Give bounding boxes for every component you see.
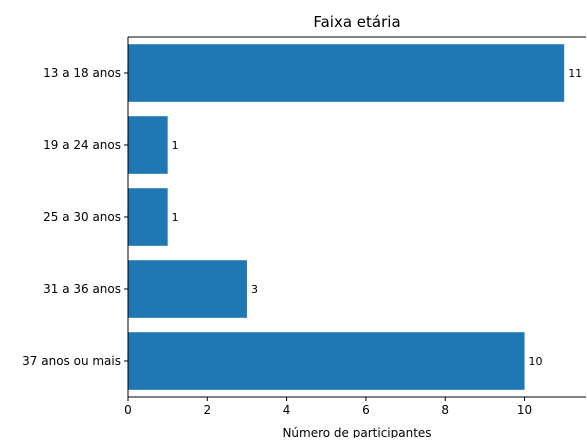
data-label: 11 xyxy=(568,67,582,80)
bar xyxy=(128,332,525,390)
x-tick-label: 10 xyxy=(517,403,532,417)
bar xyxy=(128,116,168,174)
chart-title: Faixa etária xyxy=(313,13,400,31)
y-tick-label: 25 a 30 anos xyxy=(43,210,121,224)
y-tick-label: 19 a 24 anos xyxy=(43,138,121,152)
axes-frame xyxy=(127,36,586,398)
y-tick-labels: 13 a 18 anos 19 a 24 anos 25 a 30 anos 31 a… xyxy=(22,66,128,368)
x-ticks: 0 2 4 6 8 10 xyxy=(124,397,532,417)
data-label: 1 xyxy=(172,139,179,152)
x-tick-label: 2 xyxy=(203,403,211,417)
y-tick-label: 13 a 18 anos xyxy=(43,66,121,80)
x-tick-label: 8 xyxy=(441,403,449,417)
data-label: 3 xyxy=(251,283,258,296)
y-tick-label: 37 anos ou mais xyxy=(22,354,121,368)
data-label: 10 xyxy=(529,355,543,368)
x-tick-label: 6 xyxy=(362,403,370,417)
x-tick-label: 0 xyxy=(124,403,132,417)
bar xyxy=(128,260,247,318)
x-tick-label: 4 xyxy=(283,403,291,417)
bar xyxy=(128,44,565,102)
x-axis-label: Número de participantes xyxy=(282,426,431,438)
data-label: 1 xyxy=(172,211,179,224)
y-tick-label: 31 a 36 anos xyxy=(43,282,121,296)
bar xyxy=(128,188,168,246)
